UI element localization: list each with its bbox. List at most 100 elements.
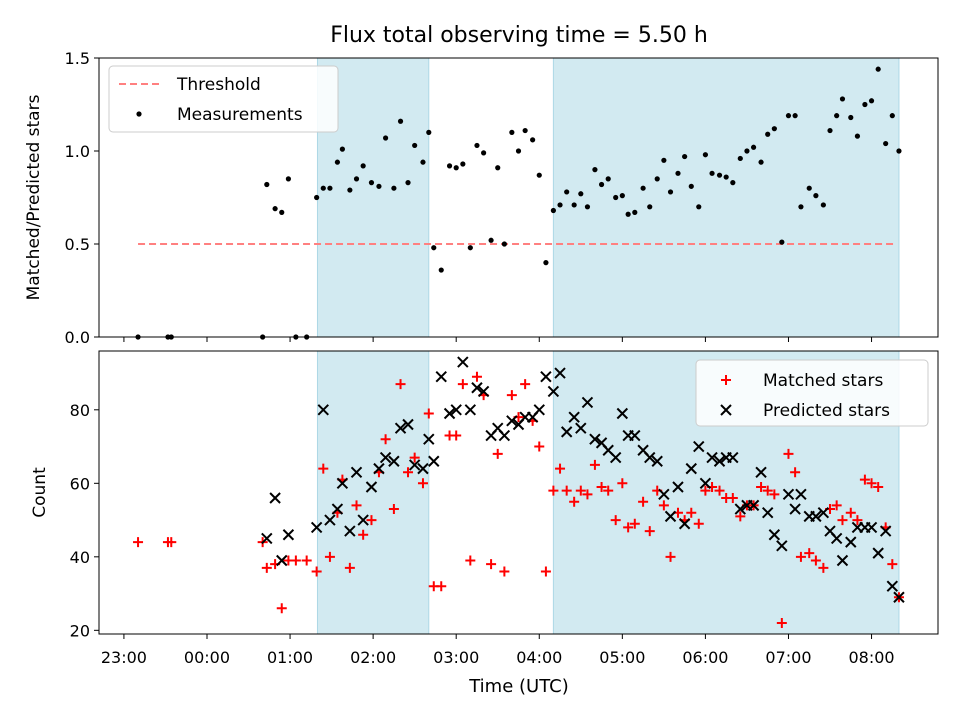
matched-star-point bbox=[603, 485, 614, 496]
matched-star-point bbox=[783, 448, 794, 459]
measurement-point bbox=[397, 118, 404, 124]
measurement-point bbox=[709, 170, 715, 176]
matched-star-point bbox=[417, 478, 428, 489]
matched-star-point bbox=[318, 463, 329, 474]
matched-star-point bbox=[388, 504, 399, 515]
x-tick-label: 03:00 bbox=[433, 648, 479, 667]
predicted-star-point bbox=[685, 462, 697, 475]
matched-star-point bbox=[499, 566, 510, 577]
legend-measurement-swatch bbox=[136, 111, 142, 117]
measurement-point bbox=[543, 260, 549, 266]
observing-interval-shade bbox=[316, 350, 430, 635]
measurement-point bbox=[571, 202, 577, 208]
measurement-point bbox=[279, 209, 285, 215]
matched-star-point bbox=[859, 474, 870, 485]
matched-star-point bbox=[727, 493, 738, 504]
legend-matched-swatch bbox=[721, 375, 731, 385]
matched-star-point bbox=[617, 478, 628, 489]
measurement-point bbox=[536, 172, 542, 178]
measurement-point bbox=[827, 127, 833, 134]
y-tick-label: 60 bbox=[70, 474, 90, 493]
measurement-point bbox=[702, 152, 709, 158]
predicted-star-point bbox=[417, 462, 429, 475]
measurement-point bbox=[730, 180, 736, 186]
measurement-point bbox=[272, 206, 278, 212]
predicted-star-point bbox=[388, 455, 400, 467]
matched-star-point bbox=[638, 496, 649, 507]
ratio-panel: 0.0 0.5 1.0 1.5 Matched/Predicted stars Thres… bbox=[24, 49, 939, 347]
predicted-star-point bbox=[664, 510, 677, 523]
predicted-star-point bbox=[344, 525, 356, 537]
predicted-star-point bbox=[789, 503, 801, 515]
axes-frame bbox=[98, 350, 939, 635]
y-tick-label: 20 bbox=[70, 621, 90, 640]
matched-star-point bbox=[845, 507, 856, 518]
predicted-star-point bbox=[498, 429, 511, 442]
predicted-star-point bbox=[276, 554, 288, 567]
measurement-point bbox=[792, 113, 798, 119]
measurement-point bbox=[785, 113, 792, 119]
measurement-point bbox=[495, 165, 501, 171]
legend-box bbox=[108, 65, 339, 133]
measurement-point bbox=[481, 150, 487, 156]
measurement-point bbox=[654, 176, 660, 182]
predicted-star-point bbox=[568, 411, 580, 423]
predicted-star-point bbox=[336, 477, 349, 490]
measurement-point bbox=[501, 241, 507, 247]
matched-star-point bbox=[133, 537, 144, 548]
measurement-point bbox=[446, 163, 453, 169]
predicted-star-point bbox=[699, 477, 712, 490]
predicted-star-point bbox=[865, 521, 878, 534]
matched-star-point bbox=[575, 485, 586, 496]
matched-star-point bbox=[555, 463, 566, 474]
matched-star-point bbox=[569, 496, 580, 507]
predicted-star-point bbox=[616, 407, 629, 420]
legend-box bbox=[695, 359, 929, 427]
matched-star-point bbox=[831, 500, 842, 511]
measurement-point bbox=[820, 202, 826, 208]
predicted-star-point bbox=[755, 466, 767, 478]
predicted-star-point bbox=[350, 466, 363, 478]
predicted-star-point bbox=[423, 433, 435, 445]
matched-star-point bbox=[457, 379, 468, 390]
predicted-star-point bbox=[464, 404, 477, 416]
matched-star-point bbox=[548, 485, 559, 496]
matched-star-point bbox=[866, 478, 877, 489]
predicted-star-point bbox=[324, 514, 336, 526]
matched-star-point bbox=[810, 555, 821, 566]
measurement-point bbox=[723, 174, 729, 180]
measurement-point bbox=[625, 211, 631, 217]
legend-predicted-label: Predicted stars bbox=[763, 401, 890, 421]
matched-star-point bbox=[623, 522, 634, 533]
measurement-point bbox=[285, 176, 291, 182]
matched-star-point bbox=[818, 562, 829, 573]
matched-star-point bbox=[762, 485, 773, 496]
matched-star-point bbox=[166, 537, 177, 548]
y-tick-label: 1.5 bbox=[65, 49, 90, 68]
measurement-point bbox=[412, 142, 418, 149]
measurement-point bbox=[488, 237, 494, 243]
matched-star-point bbox=[311, 566, 322, 577]
x-tick-label: 05:00 bbox=[599, 648, 645, 667]
matched-star-point bbox=[852, 515, 863, 526]
predicted-star-point bbox=[408, 459, 421, 471]
measurement-point bbox=[460, 161, 466, 167]
measurement-point bbox=[376, 183, 382, 189]
measurement-point bbox=[564, 189, 570, 195]
matched-star-point bbox=[665, 551, 676, 562]
measurement-point bbox=[854, 133, 861, 139]
predicted-star-point bbox=[533, 404, 545, 416]
predicted-star-point bbox=[331, 503, 344, 515]
measurement-point bbox=[584, 204, 591, 210]
measurement-point bbox=[339, 146, 345, 152]
measurement-point bbox=[834, 113, 840, 119]
measurement-point bbox=[682, 153, 688, 160]
measurement-point bbox=[353, 176, 360, 182]
measurement-point bbox=[771, 126, 777, 132]
matched-star-point bbox=[795, 551, 806, 562]
measurement-point bbox=[716, 172, 723, 178]
x-tick-label: 00:00 bbox=[184, 648, 230, 667]
measurement-point bbox=[264, 181, 270, 188]
matched-star-point bbox=[589, 459, 600, 470]
